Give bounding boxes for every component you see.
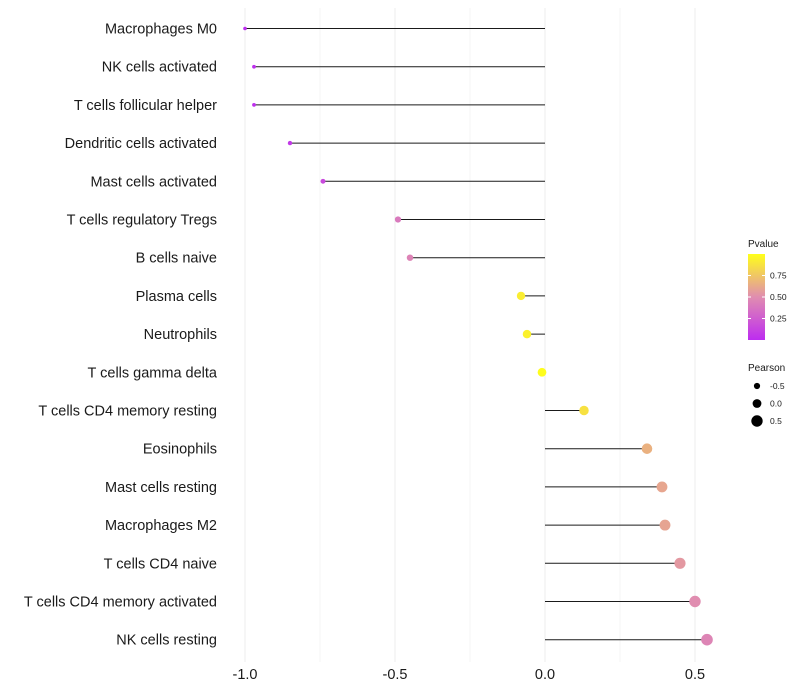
category-label: Mast cells activated — [90, 174, 217, 190]
category-label: T cells regulatory Tregs — [67, 213, 217, 229]
colorbar-label: 0.50 — [770, 292, 787, 302]
category-label: T cells follicular helper — [74, 98, 217, 114]
data-point — [406, 254, 414, 261]
x-tick-label: 0.5 — [685, 667, 705, 683]
category-labels: Macrophages M0 NK cells activated T cells … — [24, 22, 218, 649]
x-tick-label: -1.0 — [233, 667, 258, 683]
data-point — [252, 64, 256, 69]
category-label: T cells CD4 memory activated — [24, 595, 217, 611]
data-point — [656, 481, 668, 493]
data-point — [537, 367, 547, 377]
data-point — [287, 140, 293, 146]
category-label: T cells CD4 naive — [104, 556, 217, 572]
data-point — [243, 26, 247, 31]
size-legend-dot — [753, 382, 761, 390]
size-legend-dot — [751, 415, 763, 427]
legend-title-pvalue: Pvalue — [748, 239, 779, 250]
size-legend-label: -0.5 — [770, 381, 785, 391]
size-legend-label: 0.0 — [770, 399, 782, 409]
data-point — [516, 291, 526, 301]
grid-lines — [244, 8, 696, 662]
x-tick-label: 0.0 — [535, 667, 555, 683]
category-label: Mast cells resting — [105, 480, 217, 496]
data-point — [701, 633, 713, 646]
legend: Pvalue 0.75 0.50 0.25 Pearson -0.5 0.0 0.5 — [748, 239, 787, 427]
pvalue-colorbar — [748, 254, 765, 340]
data-point — [579, 405, 589, 416]
x-tick-label: -0.5 — [383, 667, 408, 683]
size-legend-label: 0.5 — [770, 416, 782, 426]
category-label: Plasma cells — [136, 289, 217, 305]
data-point — [674, 557, 686, 569]
data-point — [659, 519, 671, 531]
category-label: Macrophages M0 — [105, 22, 217, 38]
category-label: Macrophages M2 — [105, 518, 217, 534]
colorbar-label: 0.75 — [770, 271, 787, 281]
category-label: NK cells resting — [116, 633, 217, 649]
data-point — [641, 443, 653, 454]
category-label: B cells naive — [136, 251, 217, 267]
data-point — [394, 216, 402, 223]
data-point — [252, 103, 256, 107]
data-point — [689, 595, 701, 608]
legend-title-pearson: Pearson — [748, 363, 785, 374]
data-points — [243, 26, 713, 646]
x-axis-ticks: -1.0 -0.5 0.0 0.5 — [233, 667, 706, 683]
size-legend-dot — [752, 399, 762, 408]
category-label: Dendritic cells activated — [65, 136, 217, 152]
category-label: Eosinophils — [143, 442, 217, 458]
category-label: T cells CD4 memory resting — [38, 404, 217, 420]
colorbar-label: 0.25 — [770, 314, 787, 324]
data-point — [320, 178, 326, 184]
category-label: T cells gamma delta — [88, 365, 218, 381]
category-label: NK cells activated — [102, 60, 217, 76]
data-point — [522, 329, 532, 339]
category-label: Neutrophils — [144, 327, 217, 343]
stems — [245, 28, 707, 641]
